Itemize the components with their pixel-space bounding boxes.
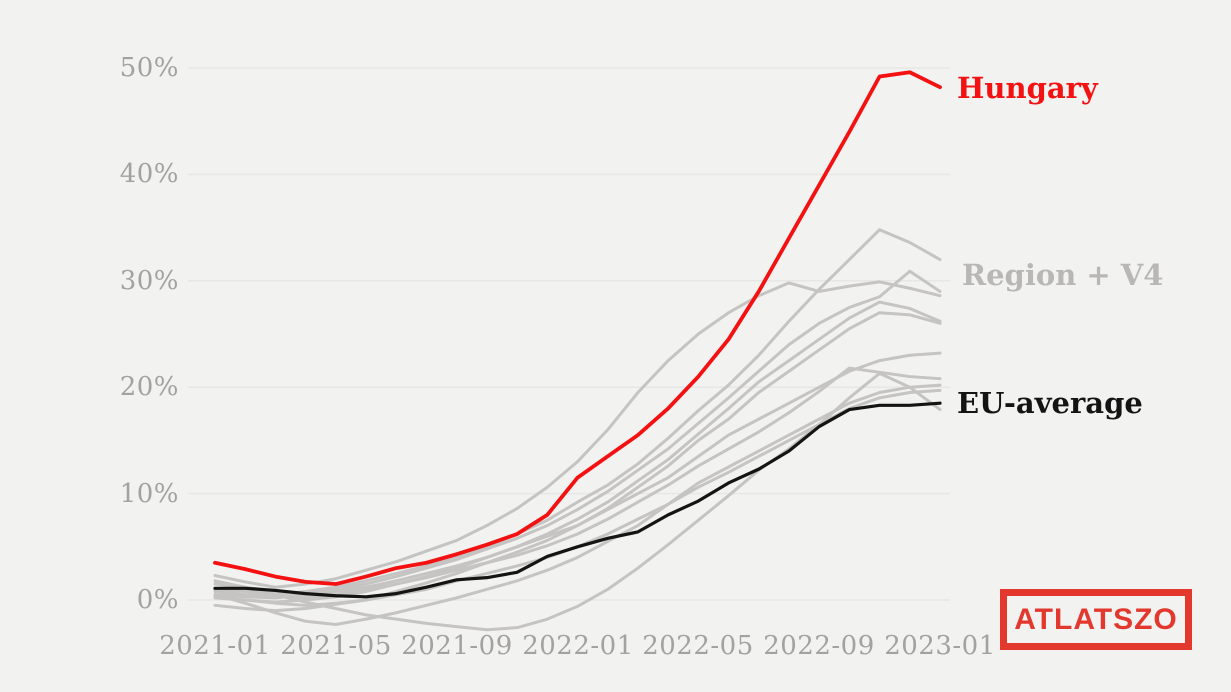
- atlatszo-logo: ATLATSZO: [1000, 589, 1192, 650]
- y-axis-tick-label: 50%: [119, 53, 179, 83]
- chart-line-region-v4-line-2: [213, 269, 942, 600]
- y-axis-tick-label: 20%: [119, 372, 179, 402]
- chart-line-region-v4-line-3: [213, 280, 942, 589]
- series-label-hungary: Hungary: [957, 71, 1098, 105]
- chart-line-eu: [213, 401, 942, 599]
- chart-line-region-v4-line-1: [213, 228, 942, 597]
- y-axis-tick-label: 40%: [119, 159, 179, 189]
- y-axis-tick-label: 0%: [136, 585, 179, 615]
- chart-line-hungary: [213, 70, 942, 586]
- x-axis-tick-label: 2021-09: [401, 631, 513, 661]
- chart-line-region-v4-line-10: [213, 371, 942, 632]
- x-axis-tick-label: 2022-09: [763, 631, 875, 661]
- atlatszo-logo-text: ATLATSZO: [1014, 602, 1178, 636]
- chart-line-region-v4-line-8: [213, 383, 942, 626]
- x-axis-tick-label: 2022-05: [642, 631, 754, 661]
- chart-line-region-v4-line-9: [213, 388, 942, 607]
- series-label-region-v4: Region + V4: [962, 258, 1164, 292]
- chart-line-region-v4-line-7: [213, 366, 942, 600]
- x-axis-tick-label: 2023-01: [884, 631, 996, 661]
- x-axis-tick-label: 2021-01: [159, 631, 271, 661]
- x-axis-tick-label: 2021-05: [280, 631, 392, 661]
- series-label-eu-average: EU-average: [957, 386, 1143, 420]
- y-axis-tick-label: 10%: [119, 479, 179, 509]
- chart-line-region-v4-line-6: [213, 351, 942, 597]
- y-axis-tick-label: 30%: [119, 266, 179, 296]
- x-axis-tick-label: 2022-01: [522, 631, 634, 661]
